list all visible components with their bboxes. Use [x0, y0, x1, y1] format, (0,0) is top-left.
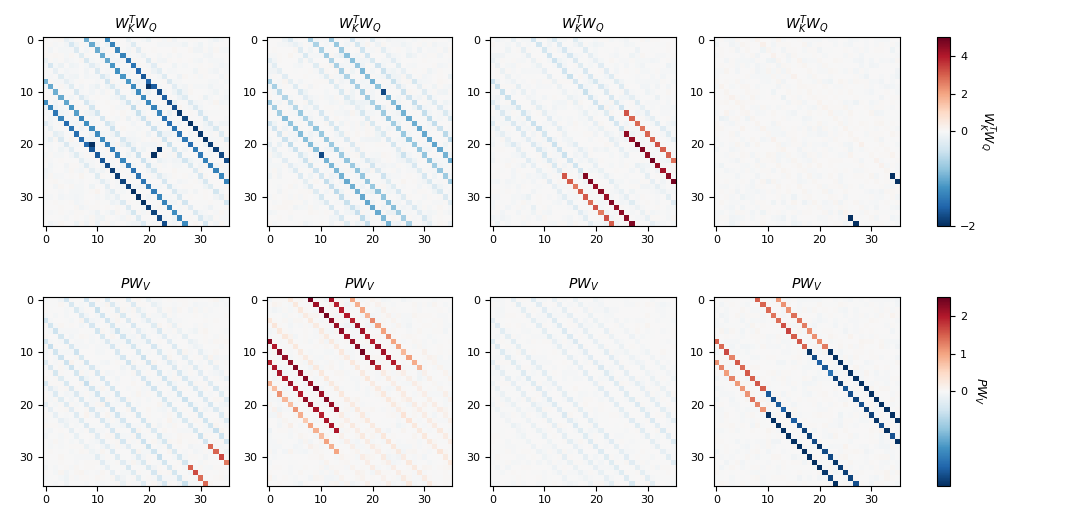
Title: $PW_V$: $PW_V$ — [567, 277, 598, 293]
Title: $PW_V$: $PW_V$ — [120, 277, 151, 293]
Title: $W_K^TW_Q$: $W_K^TW_Q$ — [785, 13, 828, 35]
Title: $PW_V$: $PW_V$ — [343, 277, 375, 293]
Title: $W_K^TW_Q$: $W_K^TW_Q$ — [114, 13, 158, 35]
Y-axis label: $W_K^TW_Q$: $W_K^TW_Q$ — [976, 111, 996, 151]
Y-axis label: $PW_V$: $PW_V$ — [972, 378, 987, 406]
Title: $W_K^TW_Q$: $W_K^TW_Q$ — [338, 13, 381, 35]
Title: $W_K^TW_Q$: $W_K^TW_Q$ — [562, 13, 605, 35]
Title: $PW_V$: $PW_V$ — [791, 277, 822, 293]
